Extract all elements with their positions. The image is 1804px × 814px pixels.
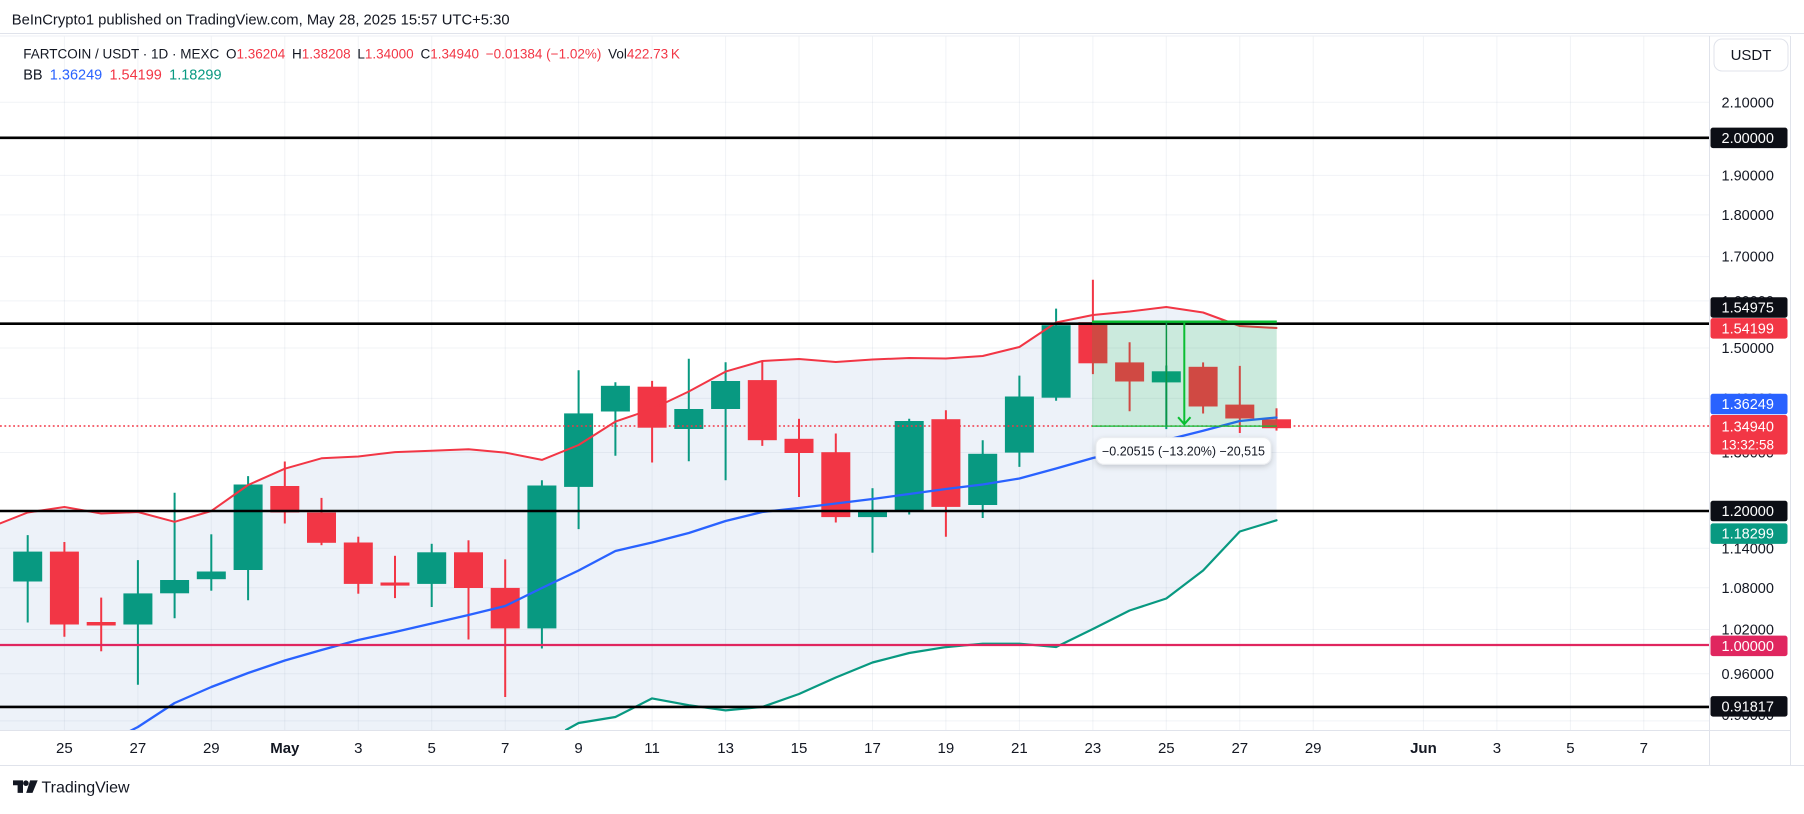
- svg-text:29: 29: [1305, 740, 1322, 757]
- svg-text:May: May: [270, 740, 300, 757]
- svg-text:1.70000: 1.70000: [1722, 250, 1774, 266]
- svg-text:25: 25: [56, 740, 73, 757]
- svg-text:3: 3: [1493, 740, 1501, 757]
- svg-text:21: 21: [1011, 740, 1028, 757]
- svg-text:13:32:58: 13:32:58: [1722, 438, 1775, 453]
- svg-text:13: 13: [717, 740, 734, 757]
- svg-text:1.36249: 1.36249: [1722, 397, 1774, 413]
- svg-text:1.50000: 1.50000: [1722, 341, 1774, 357]
- svg-text:1.02000: 1.02000: [1722, 623, 1774, 639]
- svg-text:−0.20515 (−13.20%) −20,515: −0.20515 (−13.20%) −20,515: [1102, 445, 1265, 459]
- svg-text:17: 17: [864, 740, 881, 757]
- svg-text:27: 27: [130, 740, 147, 757]
- svg-text:25: 25: [1158, 740, 1175, 757]
- svg-text:TradingView: TradingView: [42, 780, 130, 797]
- svg-text:Jun: Jun: [1410, 740, 1437, 757]
- svg-text:0.91817: 0.91817: [1722, 699, 1774, 715]
- svg-text:7: 7: [501, 740, 509, 757]
- svg-text:USDT: USDT: [1731, 47, 1772, 64]
- svg-text:1.20000: 1.20000: [1722, 504, 1774, 520]
- svg-text:1.90000: 1.90000: [1722, 168, 1774, 184]
- svg-text:5: 5: [1566, 740, 1574, 757]
- svg-text:19: 19: [938, 740, 955, 757]
- svg-text:FARTCOIN / USDT · 1D · MEXC O1: FARTCOIN / USDT · 1D · MEXC O1.36204 H1.…: [23, 47, 680, 62]
- svg-text:29: 29: [203, 740, 220, 757]
- svg-text:1.18299: 1.18299: [1722, 527, 1774, 543]
- svg-text:BB 1.36249 1.54199 1.18299: BB 1.36249 1.54199 1.18299: [23, 68, 221, 84]
- svg-text:1.80000: 1.80000: [1722, 208, 1774, 224]
- svg-text:2.10000: 2.10000: [1722, 95, 1774, 111]
- svg-text:3: 3: [354, 740, 362, 757]
- svg-text:15: 15: [791, 740, 808, 757]
- svg-text:1.14000: 1.14000: [1722, 541, 1774, 557]
- svg-text:2.00000: 2.00000: [1722, 131, 1774, 147]
- svg-text:0.96000: 0.96000: [1722, 667, 1774, 683]
- svg-text:9: 9: [574, 740, 582, 757]
- svg-text:1.54975: 1.54975: [1722, 301, 1774, 317]
- svg-text:1.34940: 1.34940: [1722, 420, 1774, 436]
- svg-text:BeInCrypto1 published on Tradi: BeInCrypto1 published on TradingView.com…: [12, 13, 510, 29]
- svg-text:1.08000: 1.08000: [1722, 581, 1774, 597]
- svg-text:1.54199: 1.54199: [1722, 321, 1774, 337]
- svg-text:5: 5: [428, 740, 436, 757]
- svg-text:1.00000: 1.00000: [1722, 639, 1774, 655]
- svg-text:7: 7: [1640, 740, 1648, 757]
- svg-text:27: 27: [1231, 740, 1248, 757]
- svg-text:23: 23: [1085, 740, 1102, 757]
- svg-text:11: 11: [644, 740, 660, 757]
